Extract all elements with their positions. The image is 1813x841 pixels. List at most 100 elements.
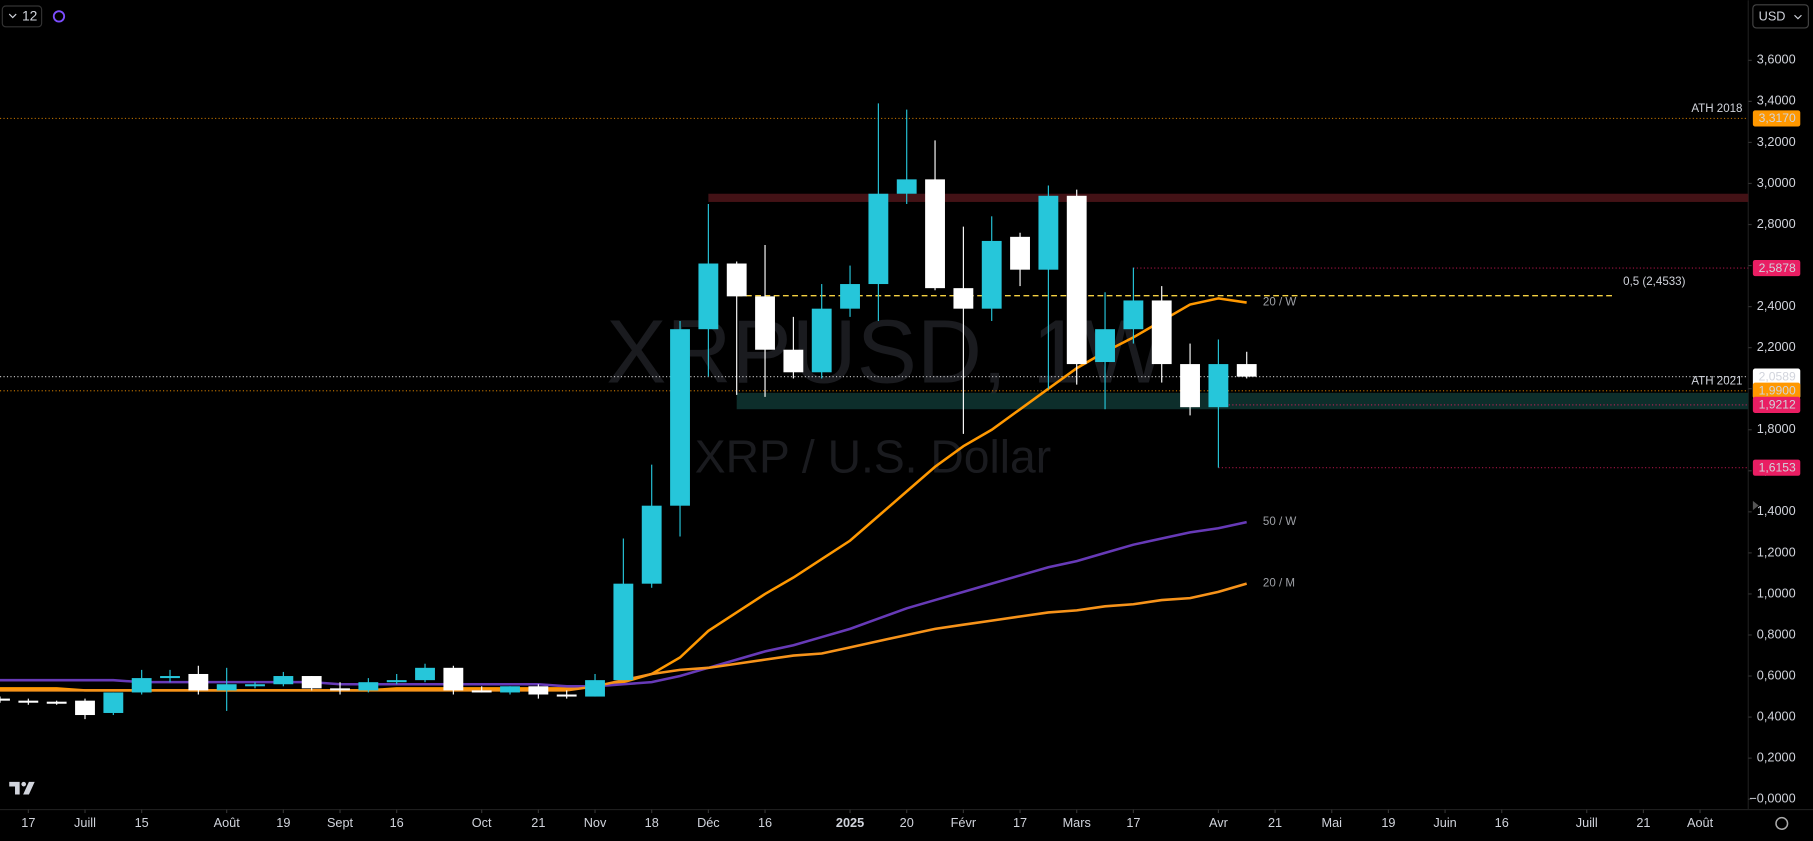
price-tag [1752,396,1801,413]
y-tick-label: 0,2000 [1757,749,1796,764]
sync-icon[interactable] [52,10,66,23]
candle-body [670,329,690,506]
price-tag-label: 1,6153 [1759,460,1796,474]
fib-text: 0,5 (2,4533) [1623,276,1685,288]
ma-label: 20 / W [1263,297,1296,309]
x-tick-label: Avr [1209,815,1229,830]
y-tick-label: 2,2000 [1757,339,1796,354]
x-tick-label: 17 [1126,815,1140,830]
candle-body [1123,300,1144,330]
price-tag-label: 1,9900 [1759,384,1796,398]
scroll-marker [1752,500,1759,511]
candle-body [500,686,520,693]
candle-body [613,583,634,681]
x-tick-label: Sept [327,815,354,830]
settings-icon[interactable] [1775,816,1789,830]
button-frame[interactable] [1752,4,1809,29]
x-tick-label: Nov [584,815,607,830]
candle-body [188,673,209,691]
y-tick-label: 0,8000 [1757,626,1796,641]
x-tick-label: Août [214,815,241,830]
y-tick-label: 1,2000 [1757,544,1796,559]
x-tick-label: 16 [758,815,772,830]
candle-body [1066,195,1087,365]
chevron-icon [1794,14,1802,20]
zone [736,392,1749,410]
price-tag-label: 1,9212 [1759,398,1796,412]
x-tick-label: 19 [1381,815,1395,830]
candle-body [0,698,10,701]
candle-body [953,288,974,309]
candle-body [726,263,747,297]
x-tick-label: 21 [1268,815,1282,830]
candle-body [75,700,95,716]
interval-label[interactable]: 12 [22,8,38,24]
x-tick-label: Juill [74,815,96,830]
x-tick-label: 21 [531,815,545,830]
y-tick-label: 0,6000 [1757,667,1796,682]
ma-label: 50 / W [1263,516,1296,528]
candle-body [273,676,294,685]
candle-body [755,296,775,350]
candle-body [1038,195,1059,270]
chevron-icon [8,13,17,19]
y-tick-label: 3,4000 [1757,93,1796,108]
candle-body [783,349,804,373]
candle-body [811,308,832,373]
x-tick-label: 19 [276,815,290,830]
y-tick-label: 1,8000 [1757,421,1796,436]
candle-body [585,680,605,697]
candle-body [698,263,719,330]
candle-body [641,505,662,584]
x-tick-label: Févr [951,815,977,830]
y-tick-label: −0,0000 [1749,791,1795,806]
logo-dot [21,781,27,787]
candle-body [471,690,492,693]
currency-button[interactable]: USD [1752,4,1809,29]
candle-body [840,284,860,309]
candle-body [925,179,945,289]
candle-body [245,684,265,687]
candle-body [1010,236,1030,270]
y-tick-label: 1,4000 [1757,503,1796,518]
x-tick-label: 18 [645,815,659,830]
watermark-subtitle: XRP / U.S. Dollar [695,431,1051,483]
candle-body [1151,300,1172,365]
y-tick-label: 3,2000 [1757,134,1796,149]
candle-body [1208,364,1229,408]
price-tag-label: 2,5878 [1759,261,1796,275]
y-tick-label: 3,0000 [1757,175,1796,190]
x-tick-label: Oct [472,815,492,830]
zone [708,193,1749,202]
interval-button[interactable]: 12 [1,5,43,28]
candle-body [330,688,350,691]
x-tick-label: Déc [697,815,720,830]
candle-body [358,682,379,691]
y-tick-label: 3,6000 [1757,52,1796,67]
price-tag-label: 2,0589 [1759,369,1796,383]
candle-body [528,686,549,695]
logo-shape [9,781,35,795]
y-tick-label: 1,0000 [1757,585,1796,600]
x-tick-label: 17 [1013,815,1027,830]
tradingview-logo [9,781,35,795]
x-tick-label: Mai [1321,815,1341,830]
x-tick-label: 16 [1495,815,1509,830]
x-tick-label: 17 [21,815,35,830]
level-text: ATH 2021 [1691,376,1742,388]
candle-body [1236,364,1257,377]
button-frame[interactable] [1,5,43,28]
currency-label[interactable]: USD [1759,8,1786,23]
price-tag [1752,110,1801,127]
price-tag [1752,259,1801,277]
candle-body [1095,329,1115,363]
candle-body [160,676,180,679]
candle-body [981,240,1002,309]
x-tick-label: 16 [390,815,404,830]
price-tag [1752,382,1801,399]
price-tag-label: 3,3170 [1759,111,1796,125]
price-tag [1752,459,1801,476]
candle-body [415,667,435,681]
candle-body [896,179,917,194]
